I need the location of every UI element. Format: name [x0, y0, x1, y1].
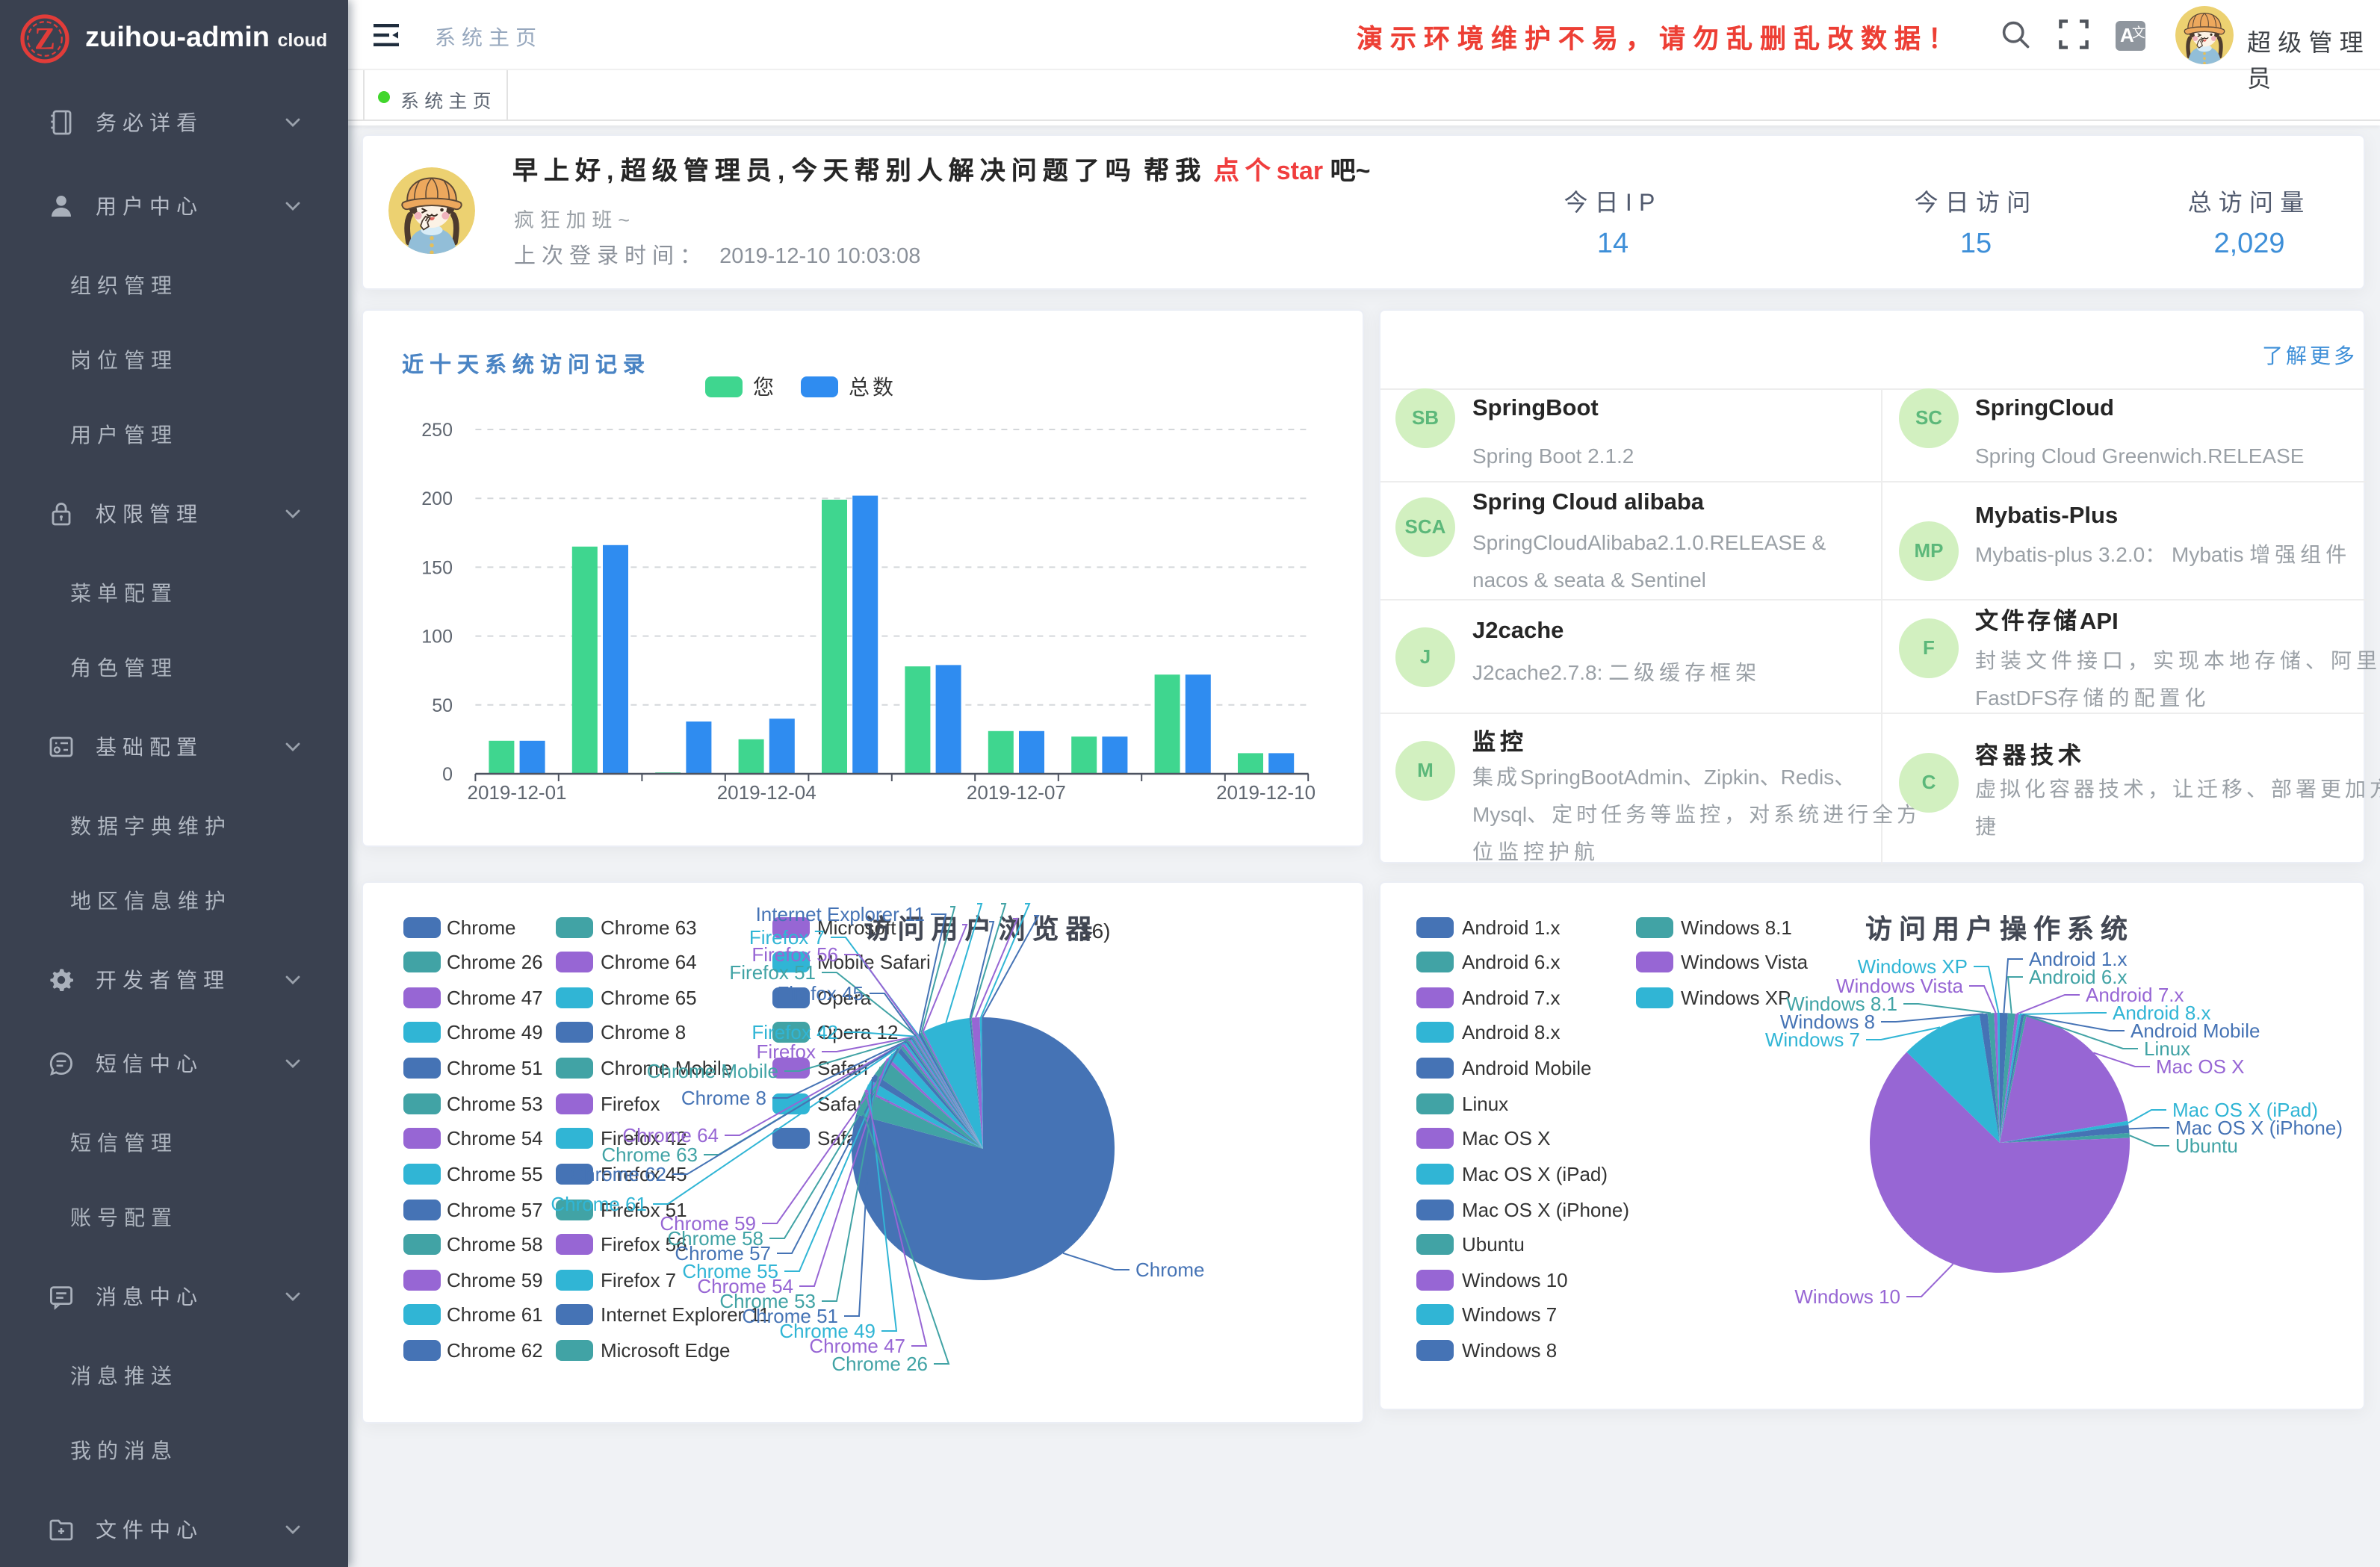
svg-text:Windows 8: Windows 8 — [1780, 1011, 1875, 1033]
svg-text:Android 8.x: Android 8.x — [2113, 1002, 2211, 1024]
svg-text:Mac OS X (iPhone): Mac OS X (iPhone) — [2175, 1117, 2343, 1139]
svg-text:Windows 8.1: Windows 8.1 — [1786, 993, 1897, 1015]
svg-text:Z: Z — [34, 22, 55, 57]
svg-text:Firefox 42: Firefox 42 — [752, 1021, 838, 1043]
svg-text:Chrome 26: Chrome 26 — [831, 1353, 928, 1375]
svg-text:Linux: Linux — [2144, 1037, 2190, 1060]
svg-text:Firefox 51: Firefox 51 — [729, 961, 816, 984]
svg-text:Chrome 58: Chrome 58 — [667, 1227, 763, 1250]
svg-text:Android 6.x: Android 6.x — [2029, 966, 2128, 988]
svg-text:Chrome 64: Chrome 64 — [622, 1124, 719, 1146]
svg-text:Chrome 59: Chrome 59 — [660, 1212, 756, 1235]
svg-text:Chrome 62: Chrome 62 — [570, 1163, 666, 1185]
svg-text:Firefox 45: Firefox 45 — [777, 982, 864, 1005]
svg-text:Chrome 49: Chrome 49 — [779, 1320, 876, 1342]
svg-text:Windows XP: Windows XP — [1858, 955, 1968, 978]
svg-text:Chrome 55: Chrome 55 — [682, 1260, 778, 1282]
svg-text:Chrome 51: Chrome 51 — [742, 1305, 838, 1327]
svg-text:Android 7.x: Android 7.x — [2086, 984, 2184, 1006]
svg-text:Windows 10: Windows 10 — [1794, 1285, 1900, 1308]
svg-text:Windows 7: Windows 7 — [1765, 1028, 1860, 1051]
svg-text:50: 50 — [432, 695, 453, 716]
svg-text:Windows Vista: Windows Vista — [1836, 975, 1964, 997]
svg-text:Chrome: Chrome — [1135, 1259, 1204, 1281]
svg-text:250: 250 — [421, 420, 453, 441]
svg-text:Ubuntu: Ubuntu — [2175, 1135, 2238, 1157]
svg-text:Mac OS X: Mac OS X — [2156, 1055, 2244, 1078]
svg-text:Mac OS X (iPad): Mac OS X (iPad) — [2172, 1099, 2318, 1121]
svg-text:Firefox: Firefox — [757, 1040, 816, 1063]
svg-text:100: 100 — [421, 627, 453, 648]
svg-text:Chrome 8: Chrome 8 — [681, 1087, 766, 1109]
svg-text:Chrome 54: Chrome 54 — [697, 1275, 793, 1297]
svg-text:Chrome 61: Chrome 61 — [551, 1193, 647, 1215]
svg-text:Firefox 56: Firefox 56 — [752, 943, 838, 966]
svg-text:Chrome 57: Chrome 57 — [675, 1242, 771, 1265]
svg-text:2019-12-04: 2019-12-04 — [717, 781, 816, 804]
svg-text:200: 200 — [421, 488, 453, 509]
svg-text:150: 150 — [421, 557, 453, 578]
svg-text:Chrome 47: Chrome 47 — [809, 1335, 905, 1357]
svg-text:Chrome 53: Chrome 53 — [719, 1290, 816, 1312]
svg-text:2019-12-07: 2019-12-07 — [967, 781, 1066, 804]
svg-text:Android Mobile: Android Mobile — [2130, 1020, 2260, 1042]
svg-text:Chrome 63: Chrome 63 — [601, 1144, 698, 1166]
svg-text:2019-12-10: 2019-12-10 — [1216, 781, 1315, 804]
svg-text:Firefox 7: Firefox 7 — [749, 926, 825, 949]
svg-text:Chrome Mobile: Chrome Mobile — [647, 1060, 778, 1082]
svg-text:Android 1.x: Android 1.x — [2029, 948, 2128, 970]
svg-text:2019-12-01: 2019-12-01 — [468, 781, 567, 804]
svg-text:0: 0 — [442, 764, 453, 785]
svg-text:Internet Explorer 11: Internet Explorer 11 — [756, 903, 925, 925]
